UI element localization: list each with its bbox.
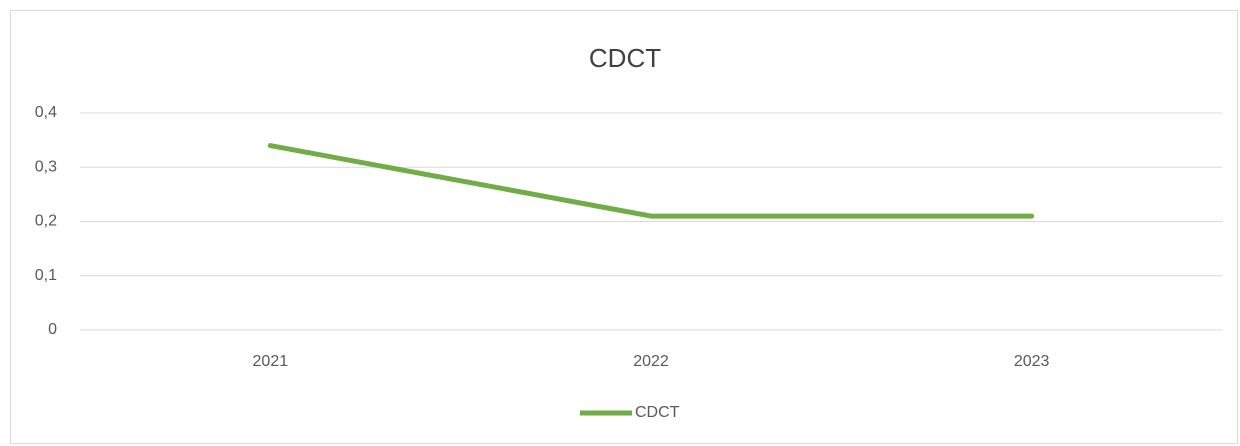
x-tick-label: 2021 (253, 353, 289, 370)
x-tick-label: 2023 (1014, 353, 1050, 370)
y-tick-label: 0,2 (35, 213, 57, 230)
y-tick-label: 0,1 (35, 267, 57, 284)
y-tick-label: 0 (48, 321, 57, 338)
chart-border (10, 10, 1238, 444)
chart-title: CDCT (589, 43, 661, 73)
y-tick-label: 0,4 (35, 104, 57, 121)
y-tick-label: 0,3 (35, 158, 57, 175)
data-line (267, 143, 1035, 219)
legend-label: CDCT (635, 404, 680, 421)
x-tick-label: 2022 (633, 353, 669, 370)
